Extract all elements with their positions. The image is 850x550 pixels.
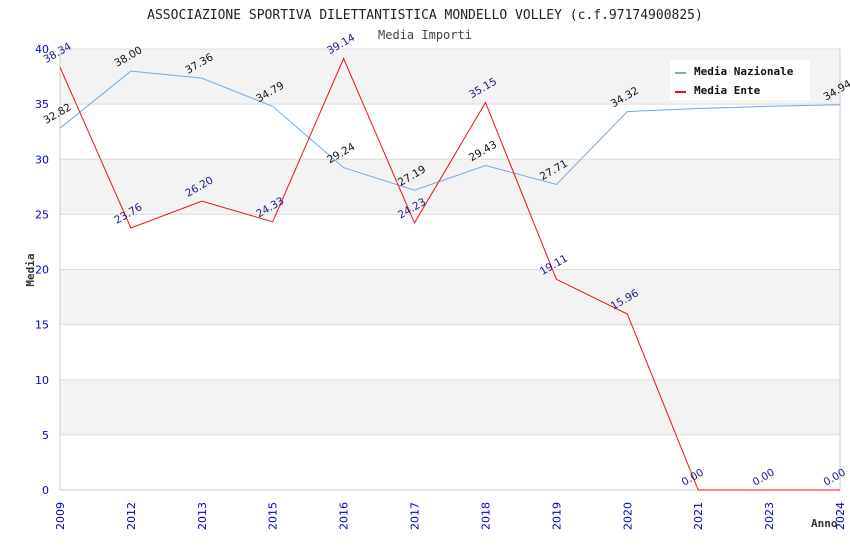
y-tick-label: 40 [35,43,49,56]
y-tick-label: 35 [35,98,49,111]
grid-band [60,269,840,325]
data-label: 0.00 [680,467,706,489]
x-tick-label: 2012 [125,502,138,530]
series-line-media-ente [59,57,840,491]
data-label: 0.00 [822,467,848,489]
y-tick-label: 20 [35,264,49,277]
legend-label-media-nazionale: Media Nazionale [694,65,794,78]
x-tick-label: 2013 [196,502,209,530]
legend-label-media-ente: Media Ente [694,84,761,97]
x-axis-label: Anno [811,517,838,530]
x-tick-label: 2017 [409,502,422,530]
x-tick-label: 2023 [763,502,776,530]
y-tick-label: 10 [35,374,49,387]
grid-band [60,159,840,215]
y-tick-label: 15 [35,319,49,332]
series-lines [59,57,841,491]
y-axis-label: Media [24,253,37,286]
grid-bands [60,49,840,435]
legend: Media Nazionale Media Ente [670,60,810,100]
y-tick-label: 0 [42,484,49,497]
x-tick-label: 2021 [692,502,705,530]
grid-band [60,379,840,435]
x-tick-label: 2016 [338,502,351,530]
x-tick-label: 2018 [479,502,492,530]
y-tick-labels: 0 5 10 15 20 25 30 35 40 [35,43,49,497]
series-line-media-nazionale [59,70,841,191]
x-tick-label: 2015 [267,502,280,530]
data-label: 0.00 [751,467,777,489]
x-tick-label: 2019 [550,502,563,530]
y-tick-label: 5 [42,429,49,442]
x-tick-label: 2024 [834,502,847,530]
chart-subtitle: Media Importi [378,28,472,42]
legend-box [670,60,810,100]
chart-title: ASSOCIAZIONE SPORTIVA DILETTANTISTICA MO… [147,8,703,23]
y-tick-label: 25 [35,208,49,221]
x-tick-label: 2009 [54,502,67,530]
x-tick-label: 2020 [621,502,634,530]
x-tick-labels: 2009 2012 2013 2015 2016 2017 2018 2019 2020 2021… [54,502,847,530]
y-tick-label: 30 [35,153,49,166]
